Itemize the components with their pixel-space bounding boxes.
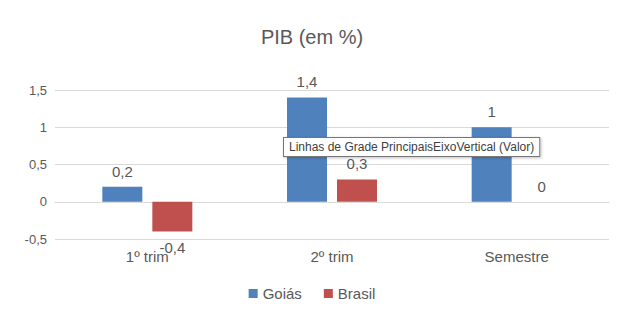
svg-text:0,3: 0,3 (347, 155, 368, 172)
svg-text:2º trim: 2º trim (311, 248, 354, 265)
svg-text:-0,4: -0,4 (159, 239, 185, 256)
svg-text:1,4: 1,4 (297, 73, 318, 90)
svg-text:1: 1 (40, 120, 47, 135)
svg-text:Semestre: Semestre (485, 248, 549, 265)
svg-text:0,2: 0,2 (112, 163, 133, 180)
svg-text:0,5: 0,5 (29, 157, 47, 172)
svg-text:Goiás: Goiás (263, 285, 302, 302)
svg-text:Linhas de Grade PrincipaisEixo: Linhas de Grade PrincipaisEixoVertical (… (289, 140, 534, 154)
svg-text:-0,5: -0,5 (25, 232, 47, 247)
svg-text:0: 0 (40, 194, 47, 209)
svg-text:1: 1 (487, 103, 495, 120)
svg-text:1º trim: 1º trim (125, 248, 169, 265)
svg-text:Brasil: Brasil (338, 285, 376, 302)
svg-text:PIB (em %): PIB (em %) (261, 26, 363, 48)
svg-text:0: 0 (537, 178, 545, 195)
svg-text:1,5: 1,5 (29, 83, 47, 98)
